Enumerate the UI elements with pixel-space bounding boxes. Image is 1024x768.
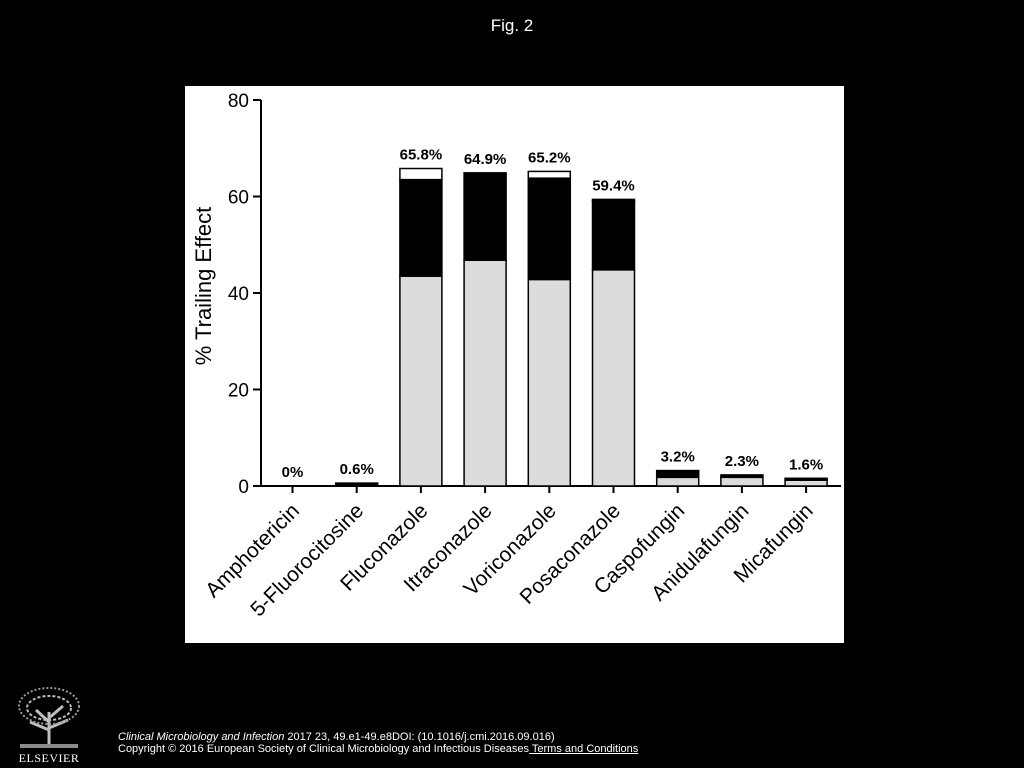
- svg-text:ELSEVIER: ELSEVIER: [19, 751, 80, 764]
- journal-name: Clinical Microbiology and Infection: [118, 731, 285, 743]
- data-label: 64.9%: [464, 151, 507, 168]
- bar-segment: [591, 198, 636, 202]
- bar-segment: [399, 178, 443, 277]
- chart-panel: 0 20 40 60 80 Amphotericin 5-Fluorocitosine Flu…: [185, 86, 844, 643]
- data-label: 0.6%: [340, 461, 374, 478]
- terms-link[interactable]: Terms and Conditions: [529, 743, 639, 755]
- y-tick-label: 40: [228, 284, 249, 305]
- bar-segment: [463, 259, 507, 487]
- bar-segment: [720, 476, 764, 487]
- bars: [334, 167, 828, 487]
- y-axis-label: % Trailing Effect: [191, 207, 216, 366]
- data-label: 2.3%: [725, 453, 759, 470]
- data-label: 59.4%: [592, 177, 635, 194]
- bar-segment: [527, 278, 572, 487]
- data-label: 0%: [282, 464, 304, 481]
- bar-segment: [399, 167, 443, 181]
- y-tick-label: 20: [228, 381, 249, 402]
- bar-segment: [720, 474, 764, 479]
- copyright-text: Copyright © 2016 European Society of Cli…: [118, 743, 530, 755]
- bar-segment: [784, 479, 828, 487]
- bar-segment: [463, 172, 507, 261]
- data-label: 1.6%: [789, 456, 823, 473]
- y-tick-label: 0: [238, 477, 249, 498]
- bar-segment: [334, 482, 379, 487]
- y-tick-label: 60: [228, 188, 249, 209]
- x-tick-label: 5-Fluorocitosine: [246, 499, 368, 621]
- copyright-line: Copyright © 2016 European Society of Cli…: [118, 743, 678, 755]
- citation-block: Clinical Microbiology and Infection 2017…: [118, 731, 678, 755]
- citation-text: 2017 23, 49.e1-49.e8DOI: (10.1016/j.cmi.…: [284, 731, 555, 743]
- data-label: 3.2%: [661, 449, 695, 466]
- data-label: 65.8%: [400, 147, 443, 164]
- axes: 020406080Amphotericin5-FluorocitosineFlu…: [201, 91, 841, 621]
- citation-line: Clinical Microbiology and Infection 2017…: [118, 731, 678, 743]
- bar-segment: [784, 477, 828, 481]
- bar-segment: [399, 275, 443, 487]
- data-label: 65.2%: [528, 149, 571, 166]
- bar-segment: [527, 170, 572, 179]
- bar-segment: [655, 476, 700, 487]
- bar-segment: [655, 469, 700, 479]
- bar-segment: [591, 200, 636, 271]
- data-labels: 0% 0.6% 65.8% 64.9% 65.2% 59.4% 3.2% 2.3% 1.6%: [282, 147, 824, 481]
- bar-segment: [591, 269, 636, 487]
- y-tick-label: 80: [228, 91, 249, 112]
- figure-title: Fig. 2: [490, 16, 534, 35]
- bar-segment: [527, 177, 572, 281]
- elsevier-tree-logo: ELSEVIER: [8, 682, 90, 764]
- stacked-bar-chart: 020406080Amphotericin5-FluorocitosineFlu…: [191, 91, 841, 621]
